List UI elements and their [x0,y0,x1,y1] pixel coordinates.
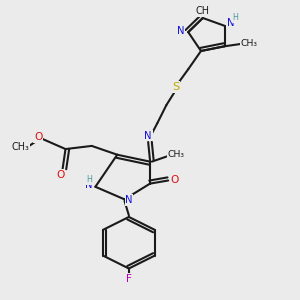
Text: O: O [34,132,42,142]
Text: N: N [125,195,133,205]
Text: CH₃: CH₃ [241,39,258,48]
Text: N: N [227,18,234,28]
Text: F: F [126,274,132,284]
Text: CH₃: CH₃ [11,142,29,152]
Text: N: N [177,26,185,36]
Text: H: H [86,176,92,184]
Text: H: H [232,14,238,22]
Text: O: O [171,175,179,185]
Text: N: N [85,180,93,190]
Text: CH: CH [196,6,210,16]
Text: S: S [172,82,179,92]
Text: N: N [144,130,152,140]
Text: O: O [56,169,64,179]
Text: CH₃: CH₃ [168,150,185,159]
